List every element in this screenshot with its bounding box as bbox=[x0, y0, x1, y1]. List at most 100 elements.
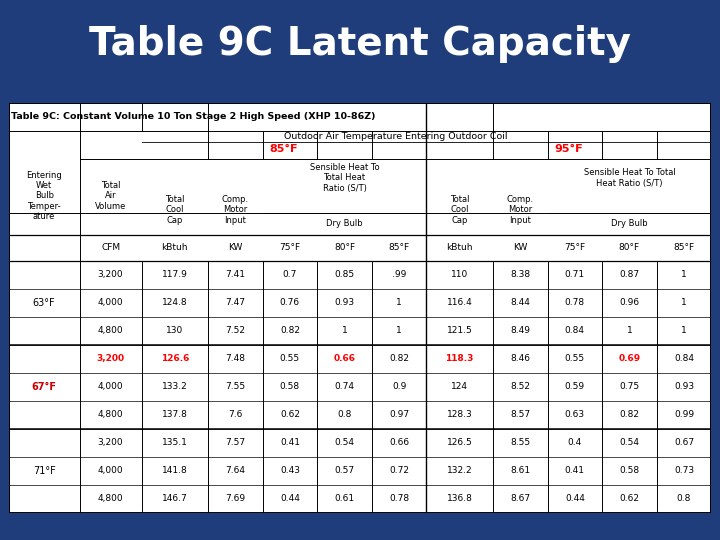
Text: 7.41: 7.41 bbox=[225, 270, 246, 279]
Text: 136.8: 136.8 bbox=[446, 495, 472, 503]
Text: 4,000: 4,000 bbox=[98, 467, 123, 475]
Text: 8.55: 8.55 bbox=[510, 438, 530, 447]
Text: 4,800: 4,800 bbox=[98, 410, 123, 420]
Text: 8.38: 8.38 bbox=[510, 270, 530, 279]
Text: 63°F: 63°F bbox=[33, 298, 55, 308]
Text: 126.6: 126.6 bbox=[161, 354, 189, 363]
Text: 0.61: 0.61 bbox=[335, 495, 354, 503]
Text: 126.5: 126.5 bbox=[447, 438, 472, 447]
Text: 0.87: 0.87 bbox=[619, 270, 639, 279]
Text: 0.75: 0.75 bbox=[619, 382, 639, 392]
Text: 0.93: 0.93 bbox=[335, 298, 354, 307]
Text: 0.96: 0.96 bbox=[619, 298, 639, 307]
Text: 0.84: 0.84 bbox=[564, 326, 585, 335]
Text: 0.54: 0.54 bbox=[335, 438, 354, 447]
Text: KW: KW bbox=[228, 244, 243, 252]
Text: .99: .99 bbox=[392, 270, 406, 279]
Text: 4,000: 4,000 bbox=[98, 298, 123, 307]
Text: 8.52: 8.52 bbox=[510, 382, 530, 392]
Text: 137.8: 137.8 bbox=[162, 410, 188, 420]
Text: 0.63: 0.63 bbox=[564, 410, 585, 420]
Text: 1: 1 bbox=[681, 270, 687, 279]
Text: 1: 1 bbox=[626, 326, 632, 335]
Text: 0.44: 0.44 bbox=[280, 495, 300, 503]
Text: 8.61: 8.61 bbox=[510, 467, 530, 475]
Text: KW: KW bbox=[513, 244, 527, 252]
Text: 130: 130 bbox=[166, 326, 184, 335]
Text: 85°F: 85°F bbox=[673, 244, 695, 252]
Text: 0.78: 0.78 bbox=[389, 495, 409, 503]
Text: 3,200: 3,200 bbox=[96, 354, 125, 363]
Text: 80°F: 80°F bbox=[334, 244, 355, 252]
Text: 0.55: 0.55 bbox=[564, 354, 585, 363]
Text: 8.44: 8.44 bbox=[510, 298, 530, 307]
Text: 128.3: 128.3 bbox=[447, 410, 472, 420]
Text: 0.41: 0.41 bbox=[564, 467, 585, 475]
Text: 8.57: 8.57 bbox=[510, 410, 530, 420]
Text: 95°F: 95°F bbox=[554, 144, 583, 153]
Text: 0.66: 0.66 bbox=[389, 438, 409, 447]
Text: 146.7: 146.7 bbox=[162, 495, 188, 503]
Text: 8.67: 8.67 bbox=[510, 495, 530, 503]
Text: 3,200: 3,200 bbox=[98, 438, 123, 447]
Text: kBtuh: kBtuh bbox=[446, 244, 473, 252]
Text: 110: 110 bbox=[451, 270, 468, 279]
Text: 0.8: 0.8 bbox=[677, 495, 691, 503]
Text: 124.8: 124.8 bbox=[162, 298, 188, 307]
Text: 0.7: 0.7 bbox=[283, 270, 297, 279]
Text: 0.76: 0.76 bbox=[280, 298, 300, 307]
Text: 0.72: 0.72 bbox=[389, 467, 409, 475]
Text: 0.62: 0.62 bbox=[619, 495, 639, 503]
Text: 7.64: 7.64 bbox=[225, 467, 246, 475]
Text: 0.78: 0.78 bbox=[564, 298, 585, 307]
Text: 133.2: 133.2 bbox=[162, 382, 188, 392]
Text: 0.73: 0.73 bbox=[674, 467, 694, 475]
Text: 124: 124 bbox=[451, 382, 468, 392]
Text: 0.69: 0.69 bbox=[618, 354, 641, 363]
Text: 0.4: 0.4 bbox=[567, 438, 582, 447]
Text: 7.69: 7.69 bbox=[225, 495, 246, 503]
Text: 0.43: 0.43 bbox=[280, 467, 300, 475]
Text: 3,200: 3,200 bbox=[98, 270, 123, 279]
Text: 117.9: 117.9 bbox=[162, 270, 188, 279]
Text: 0.54: 0.54 bbox=[619, 438, 639, 447]
Text: 0.67: 0.67 bbox=[674, 438, 694, 447]
Text: 0.62: 0.62 bbox=[280, 410, 300, 420]
Text: 1: 1 bbox=[396, 298, 402, 307]
Text: 0.74: 0.74 bbox=[335, 382, 354, 392]
Text: 1: 1 bbox=[681, 326, 687, 335]
Text: 7.6: 7.6 bbox=[228, 410, 243, 420]
Text: 0.97: 0.97 bbox=[389, 410, 409, 420]
Text: Dry Bulb: Dry Bulb bbox=[611, 219, 648, 228]
Text: Total
Air
Volume: Total Air Volume bbox=[95, 181, 126, 211]
Text: 4,000: 4,000 bbox=[98, 382, 123, 392]
Text: 0.58: 0.58 bbox=[619, 467, 639, 475]
Text: Dry Bulb: Dry Bulb bbox=[326, 219, 363, 228]
Text: 0.9: 0.9 bbox=[392, 382, 406, 392]
Text: 0.85: 0.85 bbox=[335, 270, 354, 279]
Text: 0.59: 0.59 bbox=[564, 382, 585, 392]
Text: Sensible Heat To Total
Heat Ratio (S/T): Sensible Heat To Total Heat Ratio (S/T) bbox=[584, 168, 675, 187]
Text: 121.5: 121.5 bbox=[447, 326, 472, 335]
Text: 7.52: 7.52 bbox=[225, 326, 246, 335]
Text: 0.44: 0.44 bbox=[565, 495, 585, 503]
Text: 1: 1 bbox=[342, 326, 348, 335]
Text: Outdoor Air Temperature Entering Outdoor Coil: Outdoor Air Temperature Entering Outdoor… bbox=[284, 132, 508, 141]
Text: Comp.
Motor
Input: Comp. Motor Input bbox=[507, 195, 534, 225]
Text: CFM: CFM bbox=[101, 244, 120, 252]
Text: 0.82: 0.82 bbox=[389, 354, 409, 363]
Text: 75°F: 75°F bbox=[279, 244, 300, 252]
Text: 135.1: 135.1 bbox=[162, 438, 188, 447]
Text: Table 9C: Constant Volume 10 Ton Stage 2 High Speed (XHP 10-86Z): Table 9C: Constant Volume 10 Ton Stage 2… bbox=[12, 112, 376, 122]
Text: 4,800: 4,800 bbox=[98, 495, 123, 503]
Text: 0.41: 0.41 bbox=[280, 438, 300, 447]
Text: 75°F: 75°F bbox=[564, 244, 585, 252]
Text: 0.71: 0.71 bbox=[564, 270, 585, 279]
Text: 8.46: 8.46 bbox=[510, 354, 530, 363]
Text: 7.55: 7.55 bbox=[225, 382, 246, 392]
Text: Table 9C Latent Capacity: Table 9C Latent Capacity bbox=[89, 25, 631, 63]
Text: Sensible Heat To
Total Heat
Ratio (S/T): Sensible Heat To Total Heat Ratio (S/T) bbox=[310, 163, 379, 193]
Text: 0.99: 0.99 bbox=[674, 410, 694, 420]
Text: 0.84: 0.84 bbox=[674, 354, 694, 363]
Text: 0.66: 0.66 bbox=[333, 354, 356, 363]
